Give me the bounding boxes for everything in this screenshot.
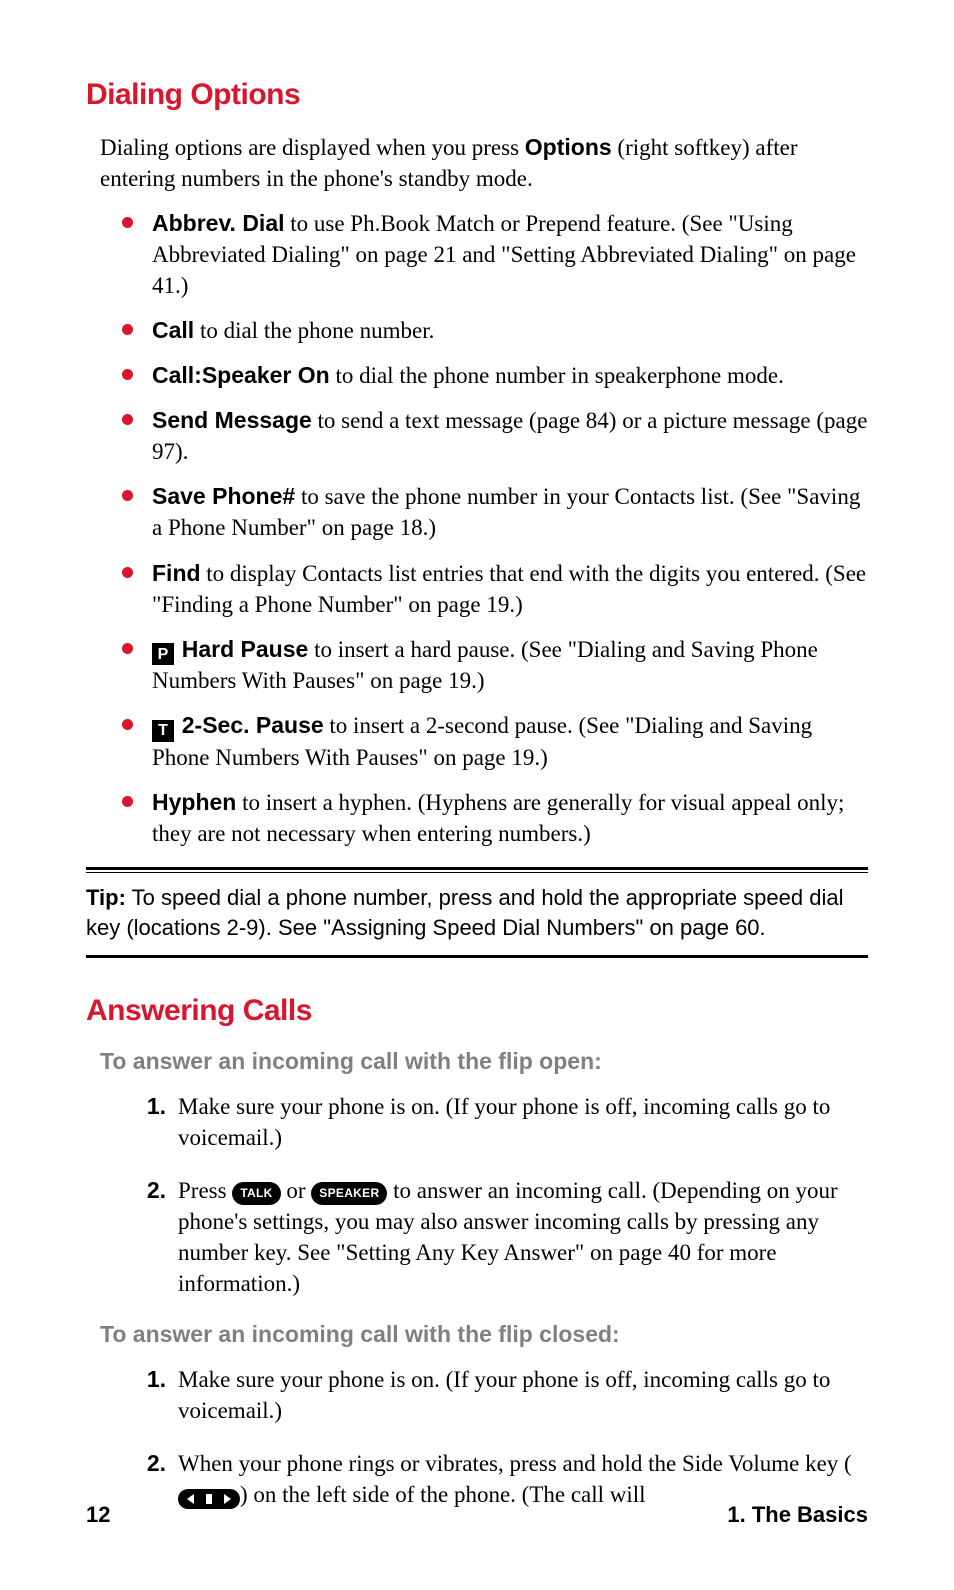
bullet-item: T 2-Sec. Pause to insert a 2-second paus… — [122, 710, 868, 773]
numbered-list-closed: 1. Make sure your phone is on. (If your … — [130, 1364, 868, 1510]
item-text: Make sure your phone is on. (If your pho… — [178, 1094, 830, 1150]
bullet-item: P Hard Pause to insert a hard pause. (Se… — [122, 634, 868, 697]
bullet-term: Call — [152, 317, 194, 343]
tip-rule-bottom — [86, 955, 868, 958]
page-number: 12 — [86, 1502, 110, 1528]
bullet-term: Hyphen — [152, 789, 236, 815]
tip-body: To speed dial a phone number, press and … — [86, 885, 843, 940]
bullet-item: Call to dial the phone number. — [122, 315, 868, 346]
bullet-item: Save Phone# to save the phone number in … — [122, 481, 868, 543]
item-mid: or — [281, 1178, 312, 1203]
speaker-key-icon: SPEAKER — [311, 1182, 387, 1205]
list-item: 2. Press TALK or SPEAKER to answer an in… — [130, 1175, 868, 1299]
list-item: 2. When your phone rings or vibrates, pr… — [130, 1448, 868, 1510]
bullet-term: Abbrev. Dial — [152, 210, 285, 236]
tip-rule-top — [86, 867, 868, 870]
bullet-term: 2-Sec. Pause — [182, 712, 324, 738]
bullet-rest: to dial the phone number in speakerphone… — [330, 363, 784, 388]
bullet-term: Call:Speaker On — [152, 362, 330, 388]
p-icon: P — [152, 643, 174, 665]
bullet-item: Abbrev. Dial to use Ph.Book Match or Pre… — [122, 208, 868, 301]
numbered-list-open: 1. Make sure your phone is on. (If your … — [130, 1091, 868, 1299]
subhead-flip-open: To answer an incoming call with the flip… — [100, 1048, 868, 1075]
bullet-rest: to display Contacts list entries that en… — [152, 561, 866, 617]
item-pre: Press — [178, 1178, 232, 1203]
bullet-list: Abbrev. Dial to use Ph.Book Match or Pre… — [122, 208, 868, 849]
intro-bold: Options — [525, 134, 612, 160]
talk-key-icon: TALK — [232, 1182, 280, 1205]
list-item: 1. Make sure your phone is on. (If your … — [130, 1364, 868, 1426]
bullet-item: Send Message to send a text message (pag… — [122, 405, 868, 467]
bullet-term: Find — [152, 560, 201, 586]
intro-paragraph: Dialing options are displayed when you p… — [100, 132, 868, 194]
item-number: 1. — [130, 1091, 166, 1122]
bullet-rest: to insert a hyphen. (Hyphens are general… — [152, 790, 844, 846]
bullet-term: Save Phone# — [152, 483, 295, 509]
chapter-label: 1. The Basics — [727, 1502, 868, 1528]
intro-pre: Dialing options are displayed when you p… — [100, 135, 525, 160]
bullet-item: Hyphen to insert a hyphen. (Hyphens are … — [122, 787, 868, 849]
tip-label: Tip: — [86, 885, 126, 910]
item-number: 2. — [130, 1448, 166, 1479]
list-item: 1. Make sure your phone is on. (If your … — [130, 1091, 868, 1153]
heading-answering-calls: Answering Calls — [86, 994, 868, 1028]
item-pre: When your phone rings or vibrates, press… — [178, 1451, 852, 1476]
bullet-item: Call:Speaker On to dial the phone number… — [122, 360, 868, 391]
t-icon: T — [152, 720, 174, 742]
bullet-term: Hard Pause — [182, 636, 309, 662]
item-number: 2. — [130, 1175, 166, 1206]
heading-dialing-options: Dialing Options — [86, 78, 868, 112]
subhead-flip-closed: To answer an incoming call with the flip… — [100, 1321, 868, 1348]
tip-paragraph: Tip: To speed dial a phone number, press… — [86, 872, 868, 954]
item-text: Make sure your phone is on. (If your pho… — [178, 1367, 830, 1423]
bullet-rest: to dial the phone number. — [194, 318, 434, 343]
bullet-item: Find to display Contacts list entries th… — [122, 558, 868, 620]
page-footer: 12 1. The Basics — [86, 1502, 868, 1528]
item-number: 1. — [130, 1364, 166, 1395]
bullet-term: Send Message — [152, 407, 312, 433]
